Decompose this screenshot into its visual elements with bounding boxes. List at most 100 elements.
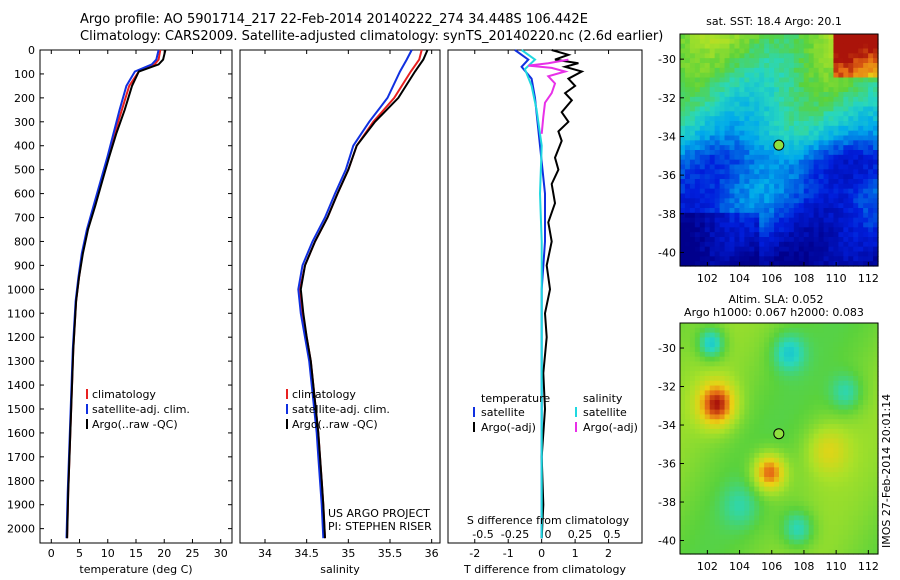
sst-cell [704,256,711,262]
sst-cell [783,106,790,112]
sst-cell [788,150,795,156]
sst-cell [808,121,815,127]
sst-cell [714,101,721,108]
sla-cell [798,510,805,517]
sla-cell [783,361,790,367]
sst-cell [783,63,790,69]
sla-cell [779,375,785,382]
sst-cell [759,130,765,137]
sal-xtick-label: 35 [341,547,355,560]
sst-cell [843,261,849,267]
sst-cell [823,208,830,214]
sla-cell [694,404,701,411]
sla-cell [858,356,864,363]
sla-cell [744,501,750,507]
sla-cell [749,529,755,536]
sst-cell [823,261,830,267]
sla-cell [689,477,696,483]
sst-cell [684,48,691,54]
sst-cell [868,183,874,190]
sst-cell [774,111,780,117]
sst-cell [714,125,721,132]
sla-cell [689,505,696,512]
sla-cell [853,332,859,339]
sla-cell [714,337,721,343]
sla-cell [699,544,706,550]
sla-cell [783,448,790,454]
sst-cell [739,232,745,238]
sst-cell [853,251,859,257]
sst-cell [823,87,830,93]
sla-cell [680,462,686,468]
sla-cell [828,525,835,531]
sal-xtick-label: 34.5 [294,547,319,560]
sst-cell [858,256,864,262]
sla-cell [769,424,775,430]
sla-cell [764,400,770,406]
sla-cell [739,327,745,334]
sst-cell [680,150,686,156]
sst-cell [699,111,706,117]
sla-cell [779,366,785,372]
sst-cell [803,198,810,204]
sst-cell [838,101,844,108]
sst-cell [843,174,849,180]
sla-cell [783,462,790,468]
sla-cell [694,505,701,512]
sst-cell [833,111,839,117]
sst-cell [808,237,815,243]
sla-cell [798,501,805,507]
sst-cell [764,222,770,228]
sla-cell [754,347,760,353]
sst-cell [704,125,711,132]
sla-cell [749,539,755,545]
sst-cell [709,193,716,199]
sla-cell [853,375,859,382]
sst-cell [838,63,844,69]
sla-cell [848,510,854,517]
sla-cell [838,332,844,339]
sst-cell [729,246,736,253]
sst-cell [873,58,879,64]
sla-cell [709,534,716,541]
sst-cell [828,169,835,175]
sla-cell [694,457,701,464]
sst-cell [823,217,830,224]
sst-cell [823,38,830,45]
sla-cell [724,515,731,521]
sst-cell [694,159,701,166]
sla-cell [754,477,760,483]
sla-cell [734,549,740,555]
sla-cell [833,409,839,416]
sla-cell [848,544,854,550]
sla-cell [714,520,721,526]
sla-cell [868,438,874,444]
sst-cell [704,77,711,83]
sst-cell [689,237,696,243]
sst-cell [853,193,859,199]
sla-cell [729,491,736,497]
sst-cell [729,125,736,132]
sla-cell [699,549,706,555]
sla-cell [749,347,755,353]
sst-cell [719,169,726,175]
sla-cell [689,486,696,493]
sla-cell [808,515,815,521]
sla-cell [788,529,795,536]
sla-cell [744,385,750,391]
sla-cell [853,491,859,497]
sla-cell [709,385,716,391]
sla-cell [754,491,760,497]
sst-cell [823,179,830,185]
sst-cell [848,72,854,79]
sst-cell [734,121,740,127]
sst-cell [873,174,879,180]
sst-cell [724,169,731,175]
sla-cell [788,351,795,358]
sla-cell [863,467,869,473]
sla-cell [858,539,864,545]
sla-cell [828,529,835,536]
sst-cell [774,96,780,103]
sst-cell [779,183,785,190]
sla-cell [793,361,800,367]
